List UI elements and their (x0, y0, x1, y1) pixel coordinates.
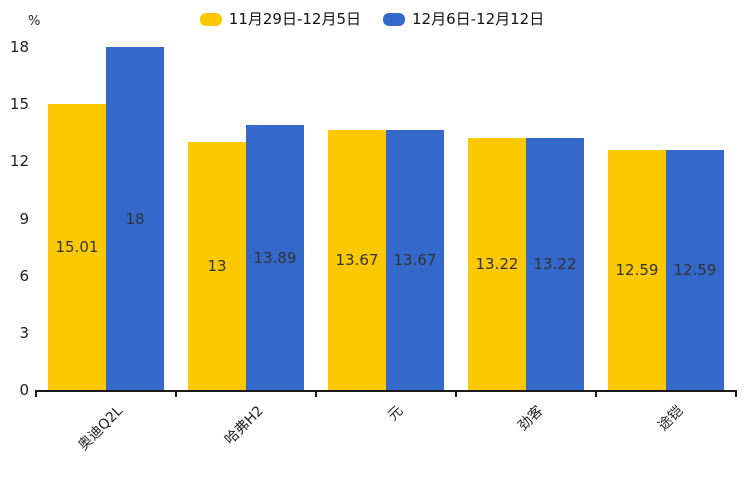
bar: 13.67 (328, 129, 386, 390)
legend-item-series-0[interactable]: 11月29日-12月5日 (199, 10, 361, 28)
y-tick-label: 18 (9, 38, 29, 56)
y-tick-label: 6 (19, 266, 29, 285)
bar: 13.67 (386, 129, 444, 390)
bar: 13.89 (246, 125, 304, 390)
y-tick-label: 12 (9, 152, 29, 171)
x-axis-label: 奥迪Q2L (75, 403, 127, 454)
bar: 13 (188, 142, 246, 390)
bar-value-label: 13 (207, 257, 227, 276)
bar-value-label: 13.67 (393, 250, 437, 269)
x-axis-tick (735, 390, 737, 397)
x-axis-tick (595, 390, 597, 397)
bar: 12.59 (666, 150, 724, 390)
legend-swatch-series-0 (199, 12, 222, 26)
x-axis-tick (315, 390, 317, 397)
bar: 13.22 (468, 138, 526, 390)
bar-value-label: 15.01 (55, 237, 99, 256)
legend: 11月29日-12月5日 12月6日-12月12日 (0, 9, 744, 29)
x-axis-tick (455, 390, 457, 397)
bar-value-label: 13.22 (533, 255, 577, 274)
bar-value-label: 13.22 (475, 255, 519, 274)
legend-item-series-1[interactable]: 12月6日-12月12日 (383, 10, 544, 28)
bar: 15.01 (48, 103, 106, 390)
legend-label-series-1: 12月6日-12月12日 (412, 10, 545, 28)
y-axis-unit-label: % (28, 14, 41, 29)
y-tick-label: 15 (9, 95, 29, 114)
legend-swatch-series-1 (383, 12, 405, 26)
y-tick-label: 3 (19, 323, 29, 342)
y-tick-label: 9 (19, 209, 29, 228)
x-axis-tick (35, 390, 37, 397)
x-axis-tick (175, 390, 177, 397)
bar-value-label: 13.89 (253, 248, 297, 267)
bar-value-label: 12.59 (673, 261, 717, 280)
x-axis-line (36, 390, 736, 392)
bar: 13.22 (526, 138, 584, 390)
y-tick-label: 0 (19, 381, 29, 399)
bar: 18 (106, 47, 164, 390)
x-axis-label: 劲客 (515, 403, 547, 435)
x-axis-label: 元 (385, 403, 407, 425)
x-axis-label: 哈弗H2 (221, 403, 267, 448)
bar-value-label: 12.59 (615, 261, 659, 280)
legend-label-series-0: 11月29日-12月5日 (228, 10, 361, 28)
bar-value-label: 18 (125, 209, 145, 228)
bar-value-label: 13.67 (335, 250, 379, 269)
x-axis-label: 途铠 (655, 403, 687, 435)
bar: 12.59 (608, 150, 666, 390)
